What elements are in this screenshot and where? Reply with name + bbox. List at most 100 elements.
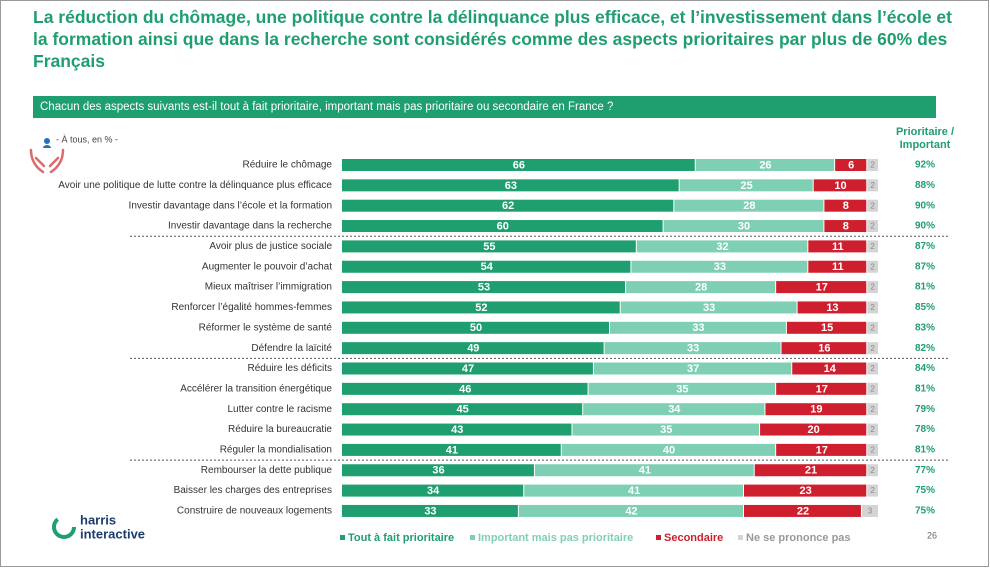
category-label: Avoir plus de justice sociale [209,241,332,252]
data-label: 2 [870,222,875,231]
data-label: 22 [797,505,809,517]
category-label: Baisser les charges des entreprises [174,485,332,496]
bar-segment [808,260,867,273]
data-label: 30 [738,220,750,232]
data-label: 17 [816,383,828,395]
legend-label: Tout à fait prioritaire [348,532,454,544]
bar-segment [808,240,867,253]
category-label: Investir davantage dans l’école et la fo… [129,200,332,211]
category-label: Réformer le système de santé [199,322,333,333]
bar-segment [695,159,835,171]
data-label: 20 [808,424,820,436]
bar-segment [518,504,743,517]
data-label: 28 [695,282,707,294]
data-label: 45 [456,404,468,416]
data-label: 34 [427,485,440,497]
logo: harris interactive [52,512,145,541]
data-label: 2 [870,181,875,190]
data-label: 11 [832,261,844,273]
bar-segment [867,301,878,314]
bar-segment [342,179,679,192]
bar-segment [342,159,695,171]
summary-value: 84% [915,363,935,374]
data-label: 2 [870,364,875,373]
note: - À tous, en % - [56,134,118,144]
bar-segment [744,504,861,517]
bar-segment [342,504,518,517]
data-label: 55 [483,241,495,253]
data-label: 2 [870,262,875,271]
summary-value: 75% [915,485,935,496]
summary-value: 90% [915,200,935,211]
bar-segment [674,199,824,212]
legend-swatch [470,535,475,540]
data-label: 35 [660,424,672,436]
data-label: 33 [687,343,699,355]
icon [29,138,65,174]
data-label: 33 [703,302,715,314]
data-label: 62 [502,200,514,212]
bar-segment [342,342,604,355]
data-label: 36 [432,465,444,477]
summary-value: 87% [915,261,935,272]
bar-segment [867,362,878,375]
legend-swatch [656,535,661,540]
data-label: 2 [870,384,875,393]
data-label: 2 [870,242,875,251]
bar-segment [867,342,878,355]
bar-segment [342,382,588,395]
bar-segment [867,321,878,334]
bar-segment [786,321,867,334]
summary-value: 78% [915,424,935,435]
bar-segment [342,240,636,253]
bar-segment [867,260,878,273]
bar-segment [867,240,878,253]
data-label: 34 [668,404,681,416]
data-label: 10 [834,180,846,192]
summary-value: 88% [915,180,935,191]
category-label: Accélérer la transition énergétique [180,383,332,394]
data-label: 26 [759,159,771,171]
data-label: 37 [687,363,699,375]
data-label: 46 [459,383,471,395]
data-label: 41 [639,465,651,477]
bar-segment [835,159,867,171]
category-label: Réduire le chômage [243,160,333,171]
legend-swatch [340,535,345,540]
bar-segment [342,362,593,375]
data-label: 16 [818,343,830,355]
data-label: 3 [868,507,873,516]
bar-segment [867,484,878,497]
data-label: 50 [470,322,482,334]
bar-segment [631,260,808,273]
data-label: 43 [451,424,463,436]
bar-segment [867,382,878,395]
bar-segment [342,464,534,477]
bar-segment [867,403,878,416]
bar-segment [867,199,878,212]
legend-label: Ne se prononce pas [746,532,851,544]
data-label: 2 [870,161,875,170]
data-label: 21 [805,465,817,477]
bar-segment [776,443,867,456]
bar-segment [342,423,572,436]
bar-segment [824,199,867,212]
summary-value: 87% [915,241,935,252]
category-label: Avoir une politique de lutte contre la d… [58,180,332,191]
bar-segment [663,220,824,233]
data-label: 54 [481,261,494,273]
bar-segment [620,301,797,314]
data-label: 2 [870,283,875,292]
category-label: Rembourser la dette publique [201,465,333,476]
data-label: 60 [497,220,509,232]
bar-segment [861,504,878,517]
bar-segment [679,179,813,192]
bar-segment [867,159,878,171]
data-label: 49 [467,343,479,355]
category-label: Investir davantage dans la recherche [168,221,332,232]
data-label: 2 [870,446,875,455]
data-label: 8 [843,220,849,232]
bar-segment [867,220,878,233]
bar-segment [776,281,867,294]
